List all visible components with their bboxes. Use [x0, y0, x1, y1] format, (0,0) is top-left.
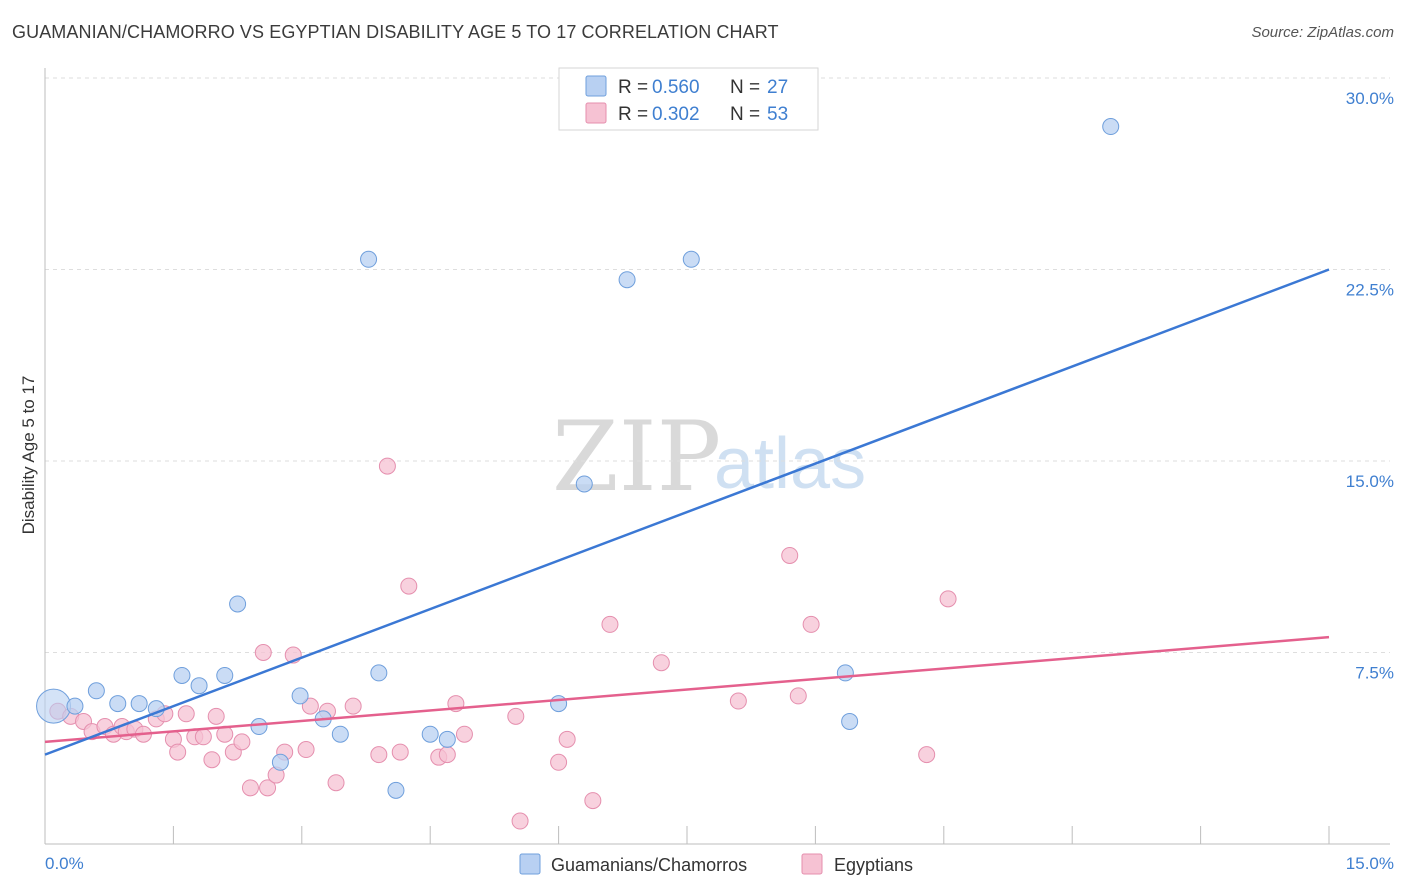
egyptians-point — [378, 457, 396, 475]
y-axis-label: Disability Age 5 to 17 — [19, 376, 38, 535]
egyptians-point — [507, 707, 525, 725]
egyptians-point — [400, 577, 418, 595]
y-tick-label: 30.0% — [1346, 89, 1394, 108]
egyptians-point — [789, 687, 807, 705]
guamanians-point — [370, 664, 388, 682]
guamanians-point — [229, 595, 247, 613]
watermark: ZIP atlas — [552, 401, 866, 513]
guamanians-point — [173, 666, 191, 684]
egyptians-point — [550, 753, 568, 771]
guamanians-point — [130, 695, 148, 713]
legend-n-label: N = — [730, 77, 760, 98]
egyptians-point — [254, 644, 272, 661]
guamanians-points — [36, 118, 1120, 799]
guamanians-point — [682, 250, 700, 268]
legend-r-label: R = — [618, 104, 648, 125]
guamanians-point — [87, 682, 105, 700]
guamanians-point — [1102, 118, 1120, 136]
guamanians-point — [360, 250, 378, 268]
egyptians-point — [652, 654, 670, 672]
egyptians-point — [558, 730, 576, 748]
guamanians-trend-line — [44, 268, 1330, 756]
trend-lines — [44, 268, 1330, 756]
y-tick-label: 22.5% — [1346, 281, 1394, 300]
guamanians-point — [331, 725, 349, 743]
guamanians-point — [271, 753, 289, 771]
egyptians-point — [939, 590, 957, 608]
guamanians-point — [109, 695, 127, 713]
egyptians-point — [370, 746, 388, 764]
guamanians-point — [836, 664, 854, 682]
guamanians-point — [216, 666, 234, 684]
guamanians-point-large — [36, 688, 72, 724]
egyptians-point — [802, 615, 820, 633]
egyptians-point — [455, 725, 473, 743]
x-axis-ticks — [44, 826, 1330, 844]
guamanians-point — [550, 695, 568, 713]
legend-swatch-blue — [585, 75, 607, 97]
x-tick-label-max: 15.0% — [1346, 854, 1394, 873]
egyptians-point — [301, 697, 319, 715]
bottom-legend-label-guamanians: Guamanians/Chamorros — [551, 855, 747, 875]
egyptians-point — [729, 692, 747, 710]
guamanians-point — [618, 271, 636, 289]
watermark-zip: ZIP — [552, 401, 721, 513]
y-tick-label: 15.0% — [1346, 472, 1394, 491]
egyptians-point — [194, 728, 212, 746]
guamanians-point — [438, 730, 456, 748]
egyptians-point — [918, 746, 936, 764]
y-tick-labels: 7.5% 15.0% 22.5% 30.0% — [1346, 89, 1394, 683]
legend-n-value: 53 — [767, 104, 788, 125]
egyptians-point — [233, 733, 251, 751]
watermark-atlas: atlas — [714, 424, 866, 504]
egyptians-point — [584, 792, 602, 810]
legend-n-label: N = — [730, 104, 760, 125]
y-tick-label: 7.5% — [1355, 664, 1394, 683]
gridlines — [45, 77, 1390, 653]
legend-r-label: R = — [618, 77, 648, 98]
egyptians-point — [177, 705, 195, 723]
guamanians-point — [841, 712, 859, 730]
bottom-legend-swatch-blue — [519, 853, 541, 875]
legend-r-value: 0.560 — [652, 77, 700, 98]
x-tick-label-min: 0.0% — [45, 854, 84, 873]
egyptians-point — [601, 615, 619, 633]
egyptians-trend-line — [44, 635, 1330, 744]
bottom-legend-label-egyptians: Egyptians — [834, 855, 913, 875]
chart-source: Source: ZipAtlas.com — [1251, 24, 1394, 41]
chart-title: GUAMANIAN/CHAMORRO VS EGYPTIAN DISABILIT… — [12, 22, 779, 42]
egyptians-point — [203, 751, 221, 769]
guamanians-point — [190, 677, 208, 695]
bottom-legend-swatch-pink — [801, 853, 823, 875]
egyptians-point — [511, 812, 529, 830]
bottom-legend: Guamanians/Chamorros Egyptians — [519, 853, 913, 875]
egyptians-point — [327, 774, 345, 792]
guamanians-point — [250, 718, 268, 736]
egyptians-point — [169, 743, 187, 761]
egyptians-point — [391, 743, 409, 761]
egyptians-points — [49, 457, 957, 830]
guamanians-point — [291, 687, 309, 705]
legend-r-value: 0.302 — [652, 104, 700, 125]
legend-box: R = 0.560 N = 27 R = 0.302 N = 53 — [558, 67, 819, 131]
egyptians-point — [438, 746, 456, 764]
egyptians-point — [781, 546, 799, 564]
guamanians-point — [387, 781, 405, 799]
legend-n-value: 27 — [767, 77, 788, 98]
egyptians-point — [241, 779, 259, 797]
egyptians-point — [207, 707, 225, 725]
guamanians-point — [66, 697, 84, 715]
egyptians-point — [297, 741, 315, 759]
egyptians-point — [259, 779, 277, 797]
guamanians-point — [575, 475, 593, 493]
legend-swatch-pink — [585, 102, 607, 124]
egyptians-point — [344, 697, 362, 715]
guamanians-point — [421, 725, 439, 743]
